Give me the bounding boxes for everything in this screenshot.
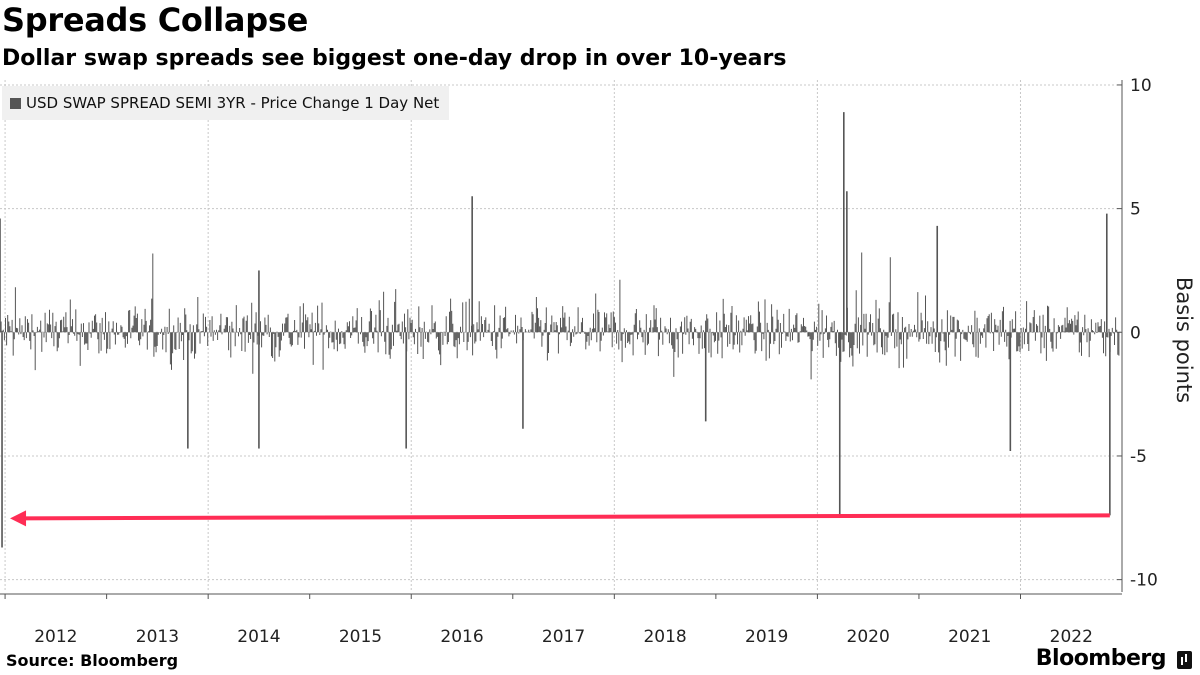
y-tick-label: 5 [1130, 200, 1141, 220]
axes: 10 5 0 -5 -10 Basis points 2012 2013 2014 2015 201… [0, 76, 1196, 647]
annotation [10, 510, 1110, 527]
x-tick-label: 2021 [948, 627, 991, 647]
x-tick-label: 2016 [440, 627, 483, 647]
source-note: Source: Bloomberg [6, 651, 179, 670]
chart-title: Spreads Collapse [2, 1, 308, 39]
y-tick-label: -5 [1130, 447, 1147, 467]
x-tick-label: 2013 [136, 627, 179, 647]
x-tick-label: 2019 [745, 627, 788, 647]
x-tick-label: 2014 [237, 627, 280, 647]
daily-change-bars [0, 252, 1121, 380]
legend-label: USD SWAP SPREAD SEMI 3YR - Price Change … [26, 94, 440, 112]
y-tick-label: 0 [1130, 323, 1141, 343]
y-tick-label: 10 [1130, 76, 1152, 96]
x-tick-label: 2017 [542, 627, 585, 647]
y-tick-label: -10 [1130, 571, 1158, 591]
brand-chart-icon [1177, 651, 1192, 669]
legend-swatch [10, 97, 21, 109]
x-tick-label: 2022 [1050, 627, 1093, 647]
annotation-arrow-head [10, 510, 27, 527]
x-tick-label: 2015 [339, 627, 382, 647]
chart-subtitle: Dollar swap spreads see biggest one-day … [2, 46, 787, 71]
x-tick-label: 2012 [34, 627, 77, 647]
annotation-arrow-line [20, 513, 1110, 521]
y-axis-title: Basis points [1172, 277, 1196, 403]
legend: USD SWAP SPREAD SEMI 3YR - Price Change … [2, 86, 450, 120]
bar-series [0, 112, 1121, 548]
brand-logo: Bloomberg [1035, 646, 1167, 671]
x-tick-label: 2020 [847, 627, 890, 647]
x-tick-label: 2018 [643, 627, 686, 647]
